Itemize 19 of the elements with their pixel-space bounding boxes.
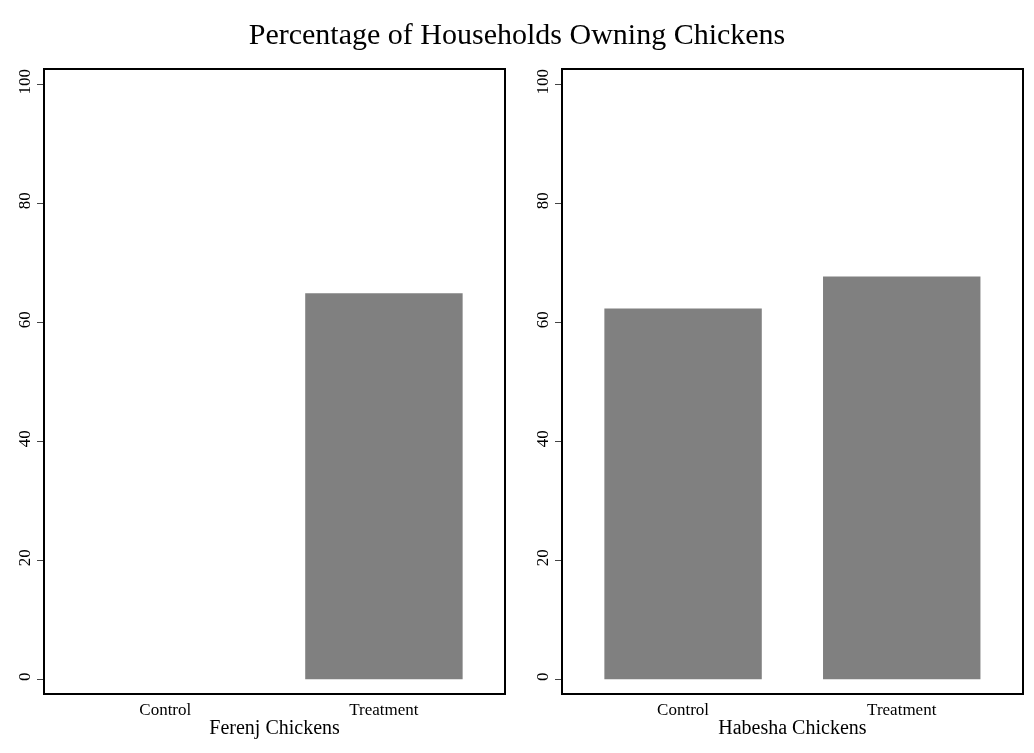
y-tick-label: 20 xyxy=(15,549,35,567)
x-tick-label: Treatment xyxy=(867,700,937,720)
chart-title: Percentage of Households Owning Chickens xyxy=(248,16,786,50)
x-tick-label: Treatment xyxy=(349,700,419,720)
y-tick-label: 100 xyxy=(15,68,35,95)
y-tick-label: 80 xyxy=(533,192,553,210)
x-axis-title: Ferenj Chickens xyxy=(209,716,341,740)
y-tick-label: 60 xyxy=(15,311,35,329)
y-tick-label: 40 xyxy=(533,430,553,448)
y-tick-label: 20 xyxy=(533,549,553,567)
y-tick-label: 40 xyxy=(15,430,35,448)
y-tick-label: 100 xyxy=(533,68,553,95)
x-tick-label: Control xyxy=(657,700,710,720)
y-tick-label: 60 xyxy=(533,311,553,329)
x-axis-title: Habesha Chickens xyxy=(718,716,867,739)
y-tick-label: 80 xyxy=(15,192,35,210)
y-tick-label: 0 xyxy=(533,672,553,682)
x-tick-label: Control xyxy=(139,700,192,720)
y-tick-label: 0 xyxy=(15,672,35,682)
